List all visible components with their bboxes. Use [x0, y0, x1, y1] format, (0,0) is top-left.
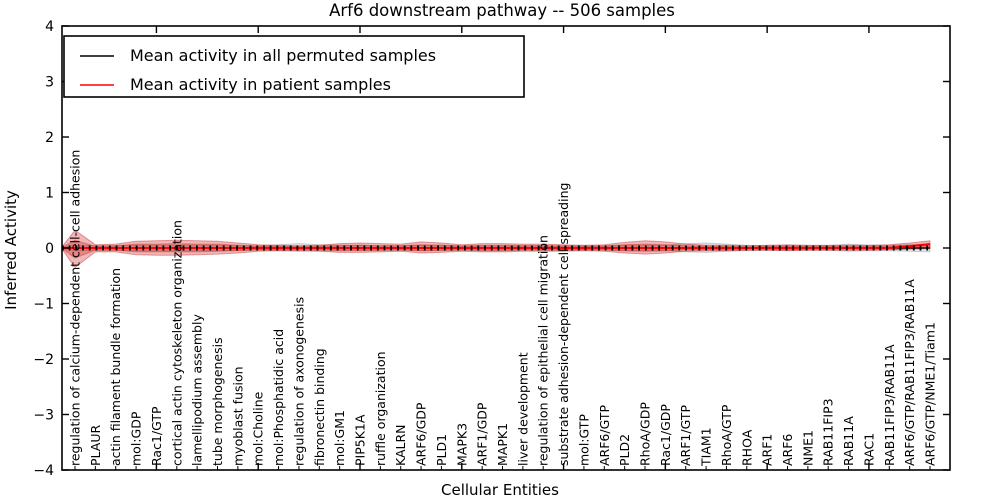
entity-labels-layer: regulation of calcium-dependent cell-cel… — [68, 150, 938, 467]
entity-tick-label: ARF6/GTP — [597, 405, 612, 466]
entity-tick-label: mol:GM1 — [332, 410, 347, 466]
legend-permuted-label: Mean activity in all permuted samples — [130, 46, 436, 65]
y-axis-label: Inferred Activity — [2, 190, 20, 310]
y-tick-label: 0 — [45, 241, 54, 257]
entity-tick-label: liver development — [515, 352, 530, 466]
entity-tick-label: ARF1/GDP — [475, 402, 490, 466]
entity-tick-label: RhoA/GTP — [719, 404, 734, 466]
entity-tick-label: PLAUR — [88, 425, 103, 466]
entity-tick-label: ARF1 — [760, 434, 775, 466]
entity-tick-label: PIP5K1A — [353, 414, 368, 466]
entity-tick-label: ruffle organization — [373, 351, 388, 466]
y-tick-label: 1 — [45, 186, 54, 202]
entity-tick-label: PLD1 — [434, 434, 449, 466]
entity-tick-label: RAC1 — [861, 433, 876, 466]
entity-tick-label: ARF6/GTP/RAB11FIP3/RAB11A — [902, 279, 917, 466]
y-tick-label: −2 — [33, 352, 54, 368]
entity-tick-label: tube morphogenesis — [210, 337, 225, 466]
entity-tick-label: RHOA — [739, 429, 754, 466]
entity-tick-label: substrate adhesion-dependent cell spread… — [556, 183, 571, 466]
entity-tick-label: Rac1/GTP — [149, 406, 164, 466]
y-tick-label: 2 — [45, 130, 54, 146]
entity-tick-label: RAB11FIP3/RAB11A — [882, 344, 897, 466]
entity-tick-label: Rac1/GDP — [658, 404, 673, 466]
entity-tick-label: cortical actin cytoskeleton organization — [169, 220, 184, 466]
legend: Mean activity in all permuted samples Me… — [63, 35, 525, 98]
chart-title: Arf6 downstream pathway -- 506 samples — [329, 1, 675, 20]
entity-tick-label: mol:GDP — [129, 411, 144, 466]
entity-tick-label: regulation of calcium-dependent cell-cel… — [68, 150, 83, 466]
y-tick-label: −3 — [33, 408, 54, 424]
entity-tick-label: mol:GTP — [576, 414, 591, 466]
entity-tick-label: regulation of epithelial cell migration — [536, 235, 551, 466]
entity-tick-label: ARF6/GDP — [414, 402, 429, 466]
entity-tick-label: ARF1/GTP — [678, 405, 693, 466]
entity-tick-label: KALRN — [393, 424, 408, 466]
entity-tick-label: lamellipodium assembly — [190, 314, 205, 466]
entity-tick-label: actin filament bundle formation — [108, 268, 123, 466]
legend-patient-label: Mean activity in patient samples — [130, 75, 391, 94]
entity-tick-label: MAPK3 — [454, 423, 469, 466]
y-tick-label: −1 — [33, 297, 54, 313]
entity-tick-label: RhoA/GDP — [638, 402, 653, 466]
entity-tick-label: ARF6 — [780, 434, 795, 466]
entity-tick-label: RAB11A — [841, 416, 856, 466]
y-tick-label: −4 — [33, 463, 54, 479]
entity-tick-label: mol:Choline — [251, 391, 266, 466]
legend-frame — [63, 35, 525, 98]
entity-tick-label: mol:Phosphatidic acid — [271, 329, 286, 466]
entity-tick-label: NME1 — [800, 430, 815, 466]
x-axis-label: Cellular Entities — [441, 481, 559, 499]
entity-tick-label: ARF6/GTP/NME1/Tiam1 — [923, 322, 938, 466]
entity-tick-label: fibronectin binding — [312, 348, 327, 466]
entity-tick-label: PLD2 — [617, 434, 632, 466]
lines-layer — [62, 243, 931, 251]
entity-tick-label: MAPK1 — [495, 423, 510, 466]
entity-tick-label: regulation of axonogenesis — [291, 297, 306, 466]
entity-tick-label: myoblast fusion — [230, 366, 245, 466]
y-tick-label: 3 — [45, 75, 54, 91]
ytick-labels-layer: 4 3 2 1 0 −1 −2 −3 −4 — [33, 19, 54, 479]
entity-tick-label: TIAM1 — [699, 427, 714, 467]
y-tick-label: 4 — [45, 19, 54, 35]
entity-tick-label: RAB11FIP3 — [821, 398, 836, 466]
